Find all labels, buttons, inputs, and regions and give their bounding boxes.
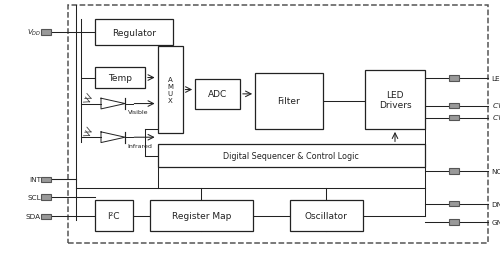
Bar [41, 177, 51, 182]
Bar [41, 214, 51, 219]
Text: ADC: ADC [208, 90, 227, 99]
Polygon shape [101, 99, 125, 109]
Bar [95, 201, 132, 231]
Bar [449, 115, 460, 121]
Polygon shape [101, 132, 125, 143]
Text: Infrared: Infrared [128, 143, 152, 148]
Bar [449, 76, 460, 81]
Text: SDA: SDA [26, 213, 41, 219]
Bar [95, 67, 145, 89]
Text: LED1: LED1 [492, 76, 500, 82]
Bar [68, 6, 488, 243]
Text: SCL: SCL [28, 194, 41, 200]
Bar [95, 20, 172, 46]
Text: Digital Sequencer & Control Logic: Digital Sequencer & Control Logic [224, 152, 359, 161]
Bar [195, 80, 240, 109]
Text: I²C: I²C [108, 211, 120, 220]
Text: Temp: Temp [108, 74, 132, 83]
Text: Visible: Visible [128, 110, 148, 115]
Bar [150, 201, 252, 231]
Bar [449, 104, 460, 109]
Bar [158, 145, 425, 168]
Bar [41, 195, 51, 200]
Bar [449, 201, 460, 206]
Text: GND: GND [492, 219, 500, 225]
Text: INT: INT [29, 177, 41, 183]
Text: NC: NC [492, 168, 500, 174]
Bar [365, 71, 425, 130]
Bar [449, 219, 460, 225]
Text: Register Map: Register Map [172, 211, 231, 220]
Bar [255, 74, 322, 130]
Text: Oscillator: Oscillator [305, 211, 348, 220]
Text: $CV_{DD}$: $CV_{DD}$ [492, 113, 500, 123]
Bar [449, 169, 460, 174]
Text: DNC: DNC [492, 201, 500, 207]
Text: Filter: Filter [278, 97, 300, 106]
Text: $V_{DD}$: $V_{DD}$ [26, 28, 41, 38]
Bar [158, 47, 182, 133]
Text: A
M
U
X: A M U X [167, 77, 173, 104]
Text: Regulator: Regulator [112, 28, 156, 38]
Text: $CV_{DD}$: $CV_{DD}$ [492, 101, 500, 111]
Bar [41, 30, 51, 36]
Text: LED
Drivers: LED Drivers [378, 91, 412, 110]
Bar [290, 201, 362, 231]
